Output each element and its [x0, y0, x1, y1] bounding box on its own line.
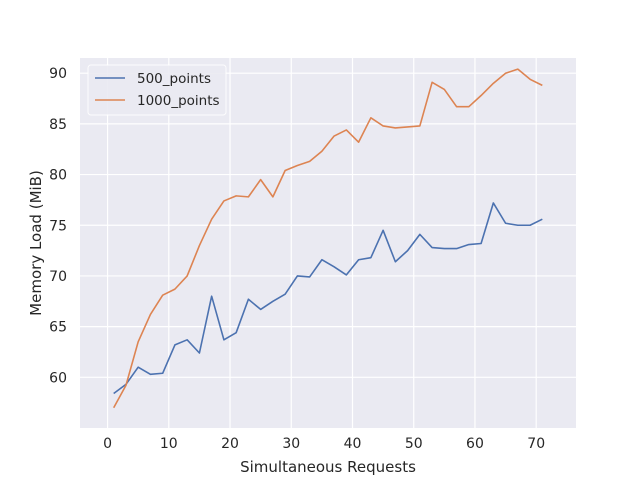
x-tick-labels: 0 10 20 30 40 50 60 70	[103, 436, 545, 452]
legend-label: 1000_points	[137, 93, 220, 109]
y-axis-label: Memory Load (MiB)	[27, 170, 45, 316]
y-tick-label: 65	[49, 320, 67, 336]
y-tick-label: 90	[49, 66, 67, 82]
x-tick-label: 10	[160, 436, 178, 452]
x-tick-label: 60	[466, 436, 484, 452]
x-tick-label: 70	[527, 436, 545, 452]
y-tick-labels: 60 65 70 75 80 85 90	[49, 66, 67, 386]
x-tick-label: 50	[405, 436, 423, 452]
series-layer	[112, 68, 543, 409]
y-tick-label: 80	[49, 168, 67, 184]
x-tick-label: 0	[103, 436, 112, 452]
legend-label: 500_points	[137, 71, 211, 87]
grid	[80, 58, 576, 428]
y-tick-label: 75	[49, 218, 67, 234]
y-tick-label: 85	[49, 117, 67, 133]
x-tick-label: 20	[221, 436, 239, 452]
y-tick-label: 60	[49, 370, 67, 386]
x-tick-label: 30	[282, 436, 300, 452]
x-axis-label: Simultaneous Requests	[240, 458, 416, 476]
legend: 500_points 1000_points	[87, 64, 227, 116]
x-tick-label: 40	[344, 436, 362, 452]
series-line-1000_points	[112, 68, 543, 409]
y-tick-label: 70	[49, 269, 67, 285]
series-line-500_points	[113, 202, 543, 395]
plot-area	[80, 58, 576, 428]
